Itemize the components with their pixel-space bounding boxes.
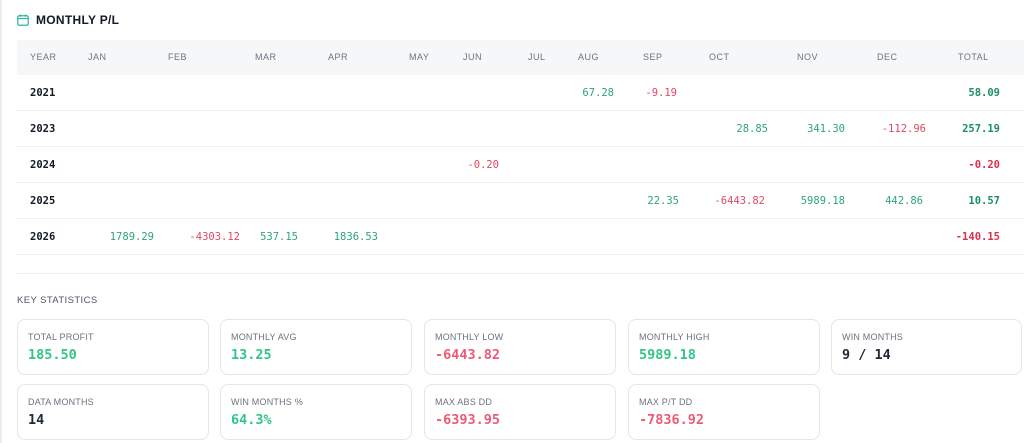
monthly-pl-header: MONTHLY P/L — [17, 11, 119, 29]
stat-label: MONTHLY LOW — [435, 332, 504, 342]
table-header: YEAR JAN FEB MAR APR MAY JUN JUL AUG SEP… — [17, 40, 1024, 75]
cell-total: 257.19 — [962, 123, 1000, 135]
cell-total: -140.15 — [955, 231, 1000, 243]
table-row: 2023 28.85 341.30 -112.96 257.19 — [17, 111, 1024, 147]
stat-card-win-months-pct: WIN MONTHS % 64.3% — [220, 384, 412, 440]
stat-value: 14 — [28, 412, 45, 428]
column-header-aug: AUG — [578, 52, 600, 62]
stat-value: -7836.92 — [639, 412, 705, 428]
stat-value: 9 / 14 — [842, 347, 891, 363]
stat-card-win-months: WIN MONTHS 9 / 14 — [831, 319, 1022, 375]
stat-label: MAX ABS DD — [435, 397, 493, 407]
table-row: 2021 67.28 -9.19 58.09 — [17, 75, 1024, 111]
column-header-total: TOTAL — [958, 52, 989, 62]
key-statistics-label: KEY STATISTICS — [17, 295, 98, 306]
stat-value: -6393.95 — [435, 412, 501, 428]
cell-total: -0.20 — [968, 159, 1000, 171]
cell-mar: 537.15 — [260, 231, 298, 243]
table-row: 2024 -0.20 -0.20 — [17, 147, 1024, 183]
stat-card-monthly-avg: MONTHLY AVG 13.25 — [220, 319, 412, 375]
row-year: 2021 — [30, 87, 56, 99]
cell-nov: 5989.18 — [800, 195, 845, 207]
cell-total: 58.09 — [968, 87, 1000, 99]
stat-label: WIN MONTHS — [842, 332, 903, 342]
stat-value: -6443.82 — [435, 347, 501, 363]
stat-card-total-profit: TOTAL PROFIT 185.50 — [17, 319, 209, 375]
stat-value: 13.25 — [231, 347, 272, 363]
stat-card-monthly-high: MONTHLY HIGH 5989.18 — [628, 319, 820, 375]
column-header-feb: FEB — [168, 52, 188, 62]
stat-value: 64.3% — [231, 412, 272, 428]
stat-card-monthly-low: MONTHLY LOW -6443.82 — [424, 319, 616, 375]
monthly-pl-table: YEAR JAN FEB MAR APR MAY JUN JUL AUG SEP… — [17, 40, 1024, 255]
stat-label: TOTAL PROFIT — [28, 332, 94, 342]
stat-label: MAX P/T DD — [639, 397, 693, 407]
stat-label: WIN MONTHS % — [231, 397, 303, 407]
column-header-nov: NOV — [797, 52, 819, 62]
stat-card-data-months: DATA MONTHS 14 — [17, 384, 209, 440]
row-year: 2023 — [30, 123, 56, 135]
column-header-oct: OCT — [709, 52, 730, 62]
column-header-may: MAY — [409, 52, 430, 62]
cell-sep: 22.35 — [647, 195, 679, 207]
stat-value: 5989.18 — [639, 347, 696, 363]
stat-value: 185.50 — [28, 347, 77, 363]
row-year: 2026 — [30, 231, 56, 243]
cell-dec: 442.86 — [885, 195, 923, 207]
column-header-jun: JUN — [463, 52, 482, 62]
page-title: MONTHLY P/L — [36, 13, 120, 27]
card-left-edge — [0, 0, 2, 443]
cell-oct: 28.85 — [736, 123, 768, 135]
cell-total: 10.57 — [968, 195, 1000, 207]
stat-card-max-abs-dd: MAX ABS DD -6393.95 — [424, 384, 616, 440]
cell-sep: -9.19 — [645, 87, 677, 99]
calendar-icon — [17, 14, 29, 26]
column-header-jan: JAN — [88, 52, 107, 62]
cell-apr: 1836.53 — [333, 231, 378, 243]
column-header-year: YEAR — [30, 52, 57, 62]
table-row: 2026 1789.29 -4303.12 537.15 1836.53 -14… — [17, 219, 1024, 255]
cell-feb: -4303.12 — [189, 231, 240, 243]
column-header-jul: JUL — [528, 52, 546, 62]
column-header-apr: APR — [328, 52, 349, 62]
cell-jun: -0.20 — [467, 159, 499, 171]
stat-label: MONTHLY AVG — [231, 332, 297, 342]
row-year: 2024 — [30, 159, 56, 171]
row-year: 2025 — [30, 195, 56, 207]
cell-nov: 341.30 — [807, 123, 845, 135]
cell-jan: 1789.29 — [109, 231, 154, 243]
stat-label: DATA MONTHS — [28, 397, 94, 407]
cell-aug: 67.28 — [582, 87, 614, 99]
section-divider — [17, 273, 1024, 274]
cell-dec: -112.96 — [881, 123, 926, 135]
column-header-dec: DEC — [877, 52, 898, 62]
table-row: 2025 22.35 -6443.82 5989.18 442.86 10.57 — [17, 183, 1024, 219]
cell-oct: -6443.82 — [714, 195, 765, 207]
column-header-mar: MAR — [255, 52, 277, 62]
stat-card-max-pt-dd: MAX P/T DD -7836.92 — [628, 384, 820, 440]
stat-label: MONTHLY HIGH — [639, 332, 710, 342]
column-header-sep: SEP — [643, 52, 663, 62]
